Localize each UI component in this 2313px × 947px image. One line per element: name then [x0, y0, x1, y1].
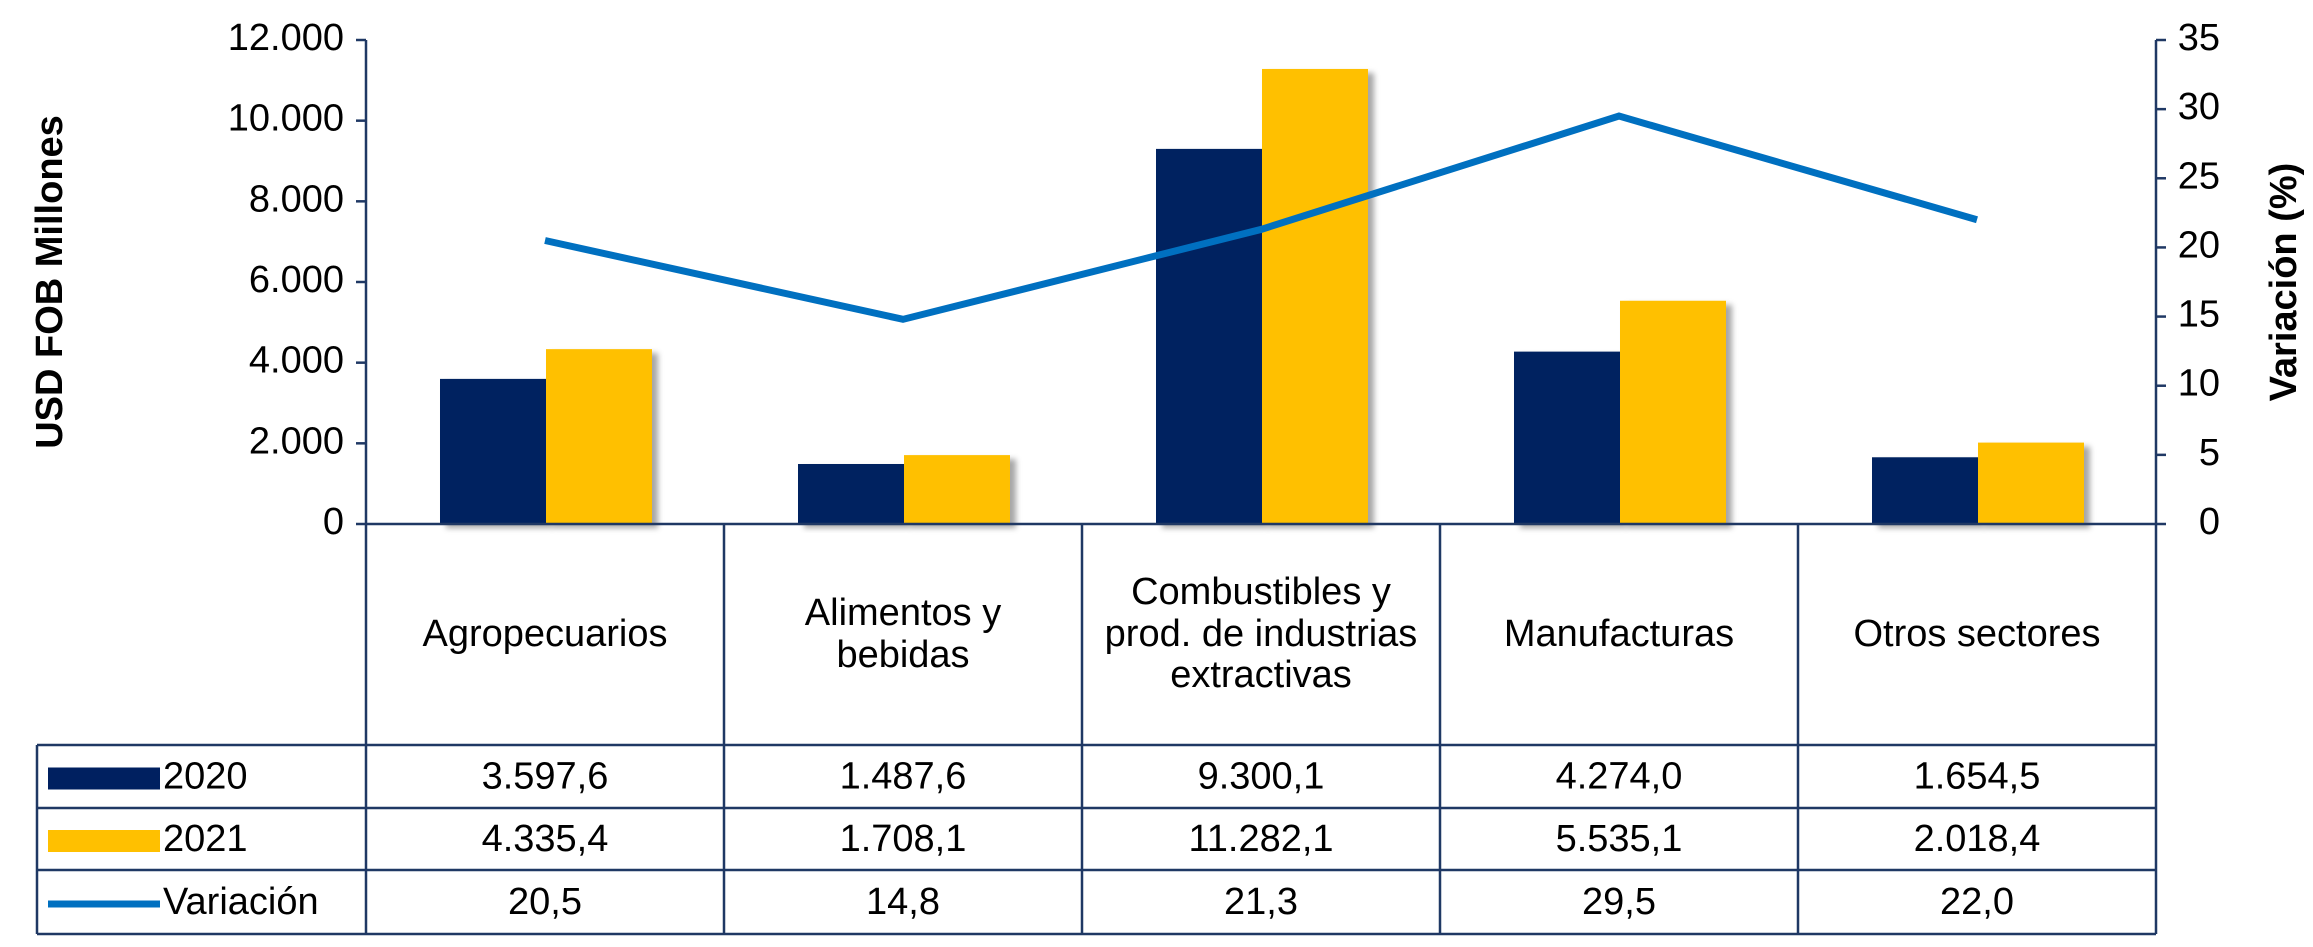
category-cell: Combustibles y prod. de industrias extra… [1104, 570, 1418, 697]
legend-label: 2020 [163, 756, 248, 798]
y-tick-label: 2.000 [249, 420, 344, 462]
table-value: 29,5 [1582, 881, 1656, 923]
bar [798, 464, 904, 524]
bar [1156, 148, 1262, 524]
table-value: 2.018,4 [1914, 818, 2041, 860]
table-value: 22,0 [1940, 881, 2014, 923]
table-value: 4.274,0 [1556, 756, 1683, 798]
table-value: 1.654,5 [1914, 756, 2041, 798]
y2-tick-label: 25 [2178, 155, 2220, 197]
y-tick-label: 4.000 [249, 340, 344, 382]
line [544, 112, 1978, 323]
y-tick-label: 12.000 [228, 17, 344, 59]
table-value: 4.335,4 [482, 818, 609, 860]
table-value: 5.535,1 [1556, 818, 1683, 860]
legend-label: Variación [163, 881, 319, 923]
x-tick-label: Manufacturas [1503, 612, 1735, 655]
y2-tick-label: 30 [2178, 86, 2220, 128]
y2-tick-label: 15 [2178, 294, 2220, 336]
bar [1872, 457, 1978, 524]
x-tick-label: Alimentos y bebidas [804, 591, 1002, 676]
bar [546, 349, 652, 524]
category-cell: Alimentos y bebidas [804, 591, 1002, 676]
legend-key [48, 830, 160, 852]
category-cell: Agropecuarios [422, 612, 668, 655]
table-value: 9.300,1 [1198, 756, 1325, 798]
y-tick-label: 0 [323, 501, 344, 543]
y-tick-label: 6.000 [249, 259, 344, 301]
bar [1514, 351, 1620, 524]
table-value: 20,5 [508, 881, 582, 923]
bar [1978, 442, 2084, 524]
table-value: 1.708,1 [840, 818, 967, 860]
category-cell: Manufacturas [1503, 612, 1735, 655]
y2-tick-label: 10 [2178, 363, 2220, 405]
y2-tick-label: 5 [2199, 432, 2220, 474]
y2-axis-title: Variación (%) [2263, 163, 2305, 402]
table-value: 3.597,6 [482, 756, 609, 798]
y2-tick-label: 0 [2199, 501, 2220, 543]
y2-tick-label: 35 [2178, 17, 2220, 59]
bar [1262, 68, 1368, 525]
x-tick-label: Otros sectores [1853, 612, 2101, 655]
table-value: 21,3 [1224, 881, 1298, 923]
category-cell: Otros sectores [1853, 612, 2101, 655]
y-tick-label: 10.000 [228, 98, 344, 140]
bar [440, 378, 546, 524]
legend-key [48, 767, 160, 790]
y-tick-label: 8.000 [249, 178, 344, 220]
y2-tick-label: 20 [2178, 224, 2220, 266]
legend-label: 2021 [163, 818, 248, 860]
y-axis-title: USD FOB Millones [29, 115, 71, 449]
table-value: 1.487,6 [840, 756, 967, 798]
x-tick-label: Agropecuarios [422, 612, 668, 655]
table-value: 14,8 [866, 881, 940, 923]
table-value: 11.282,1 [1188, 818, 1333, 860]
bar [1620, 300, 1726, 524]
x-tick-label: Combustibles y prod. de industrias extra… [1104, 570, 1418, 697]
bar [904, 455, 1010, 524]
